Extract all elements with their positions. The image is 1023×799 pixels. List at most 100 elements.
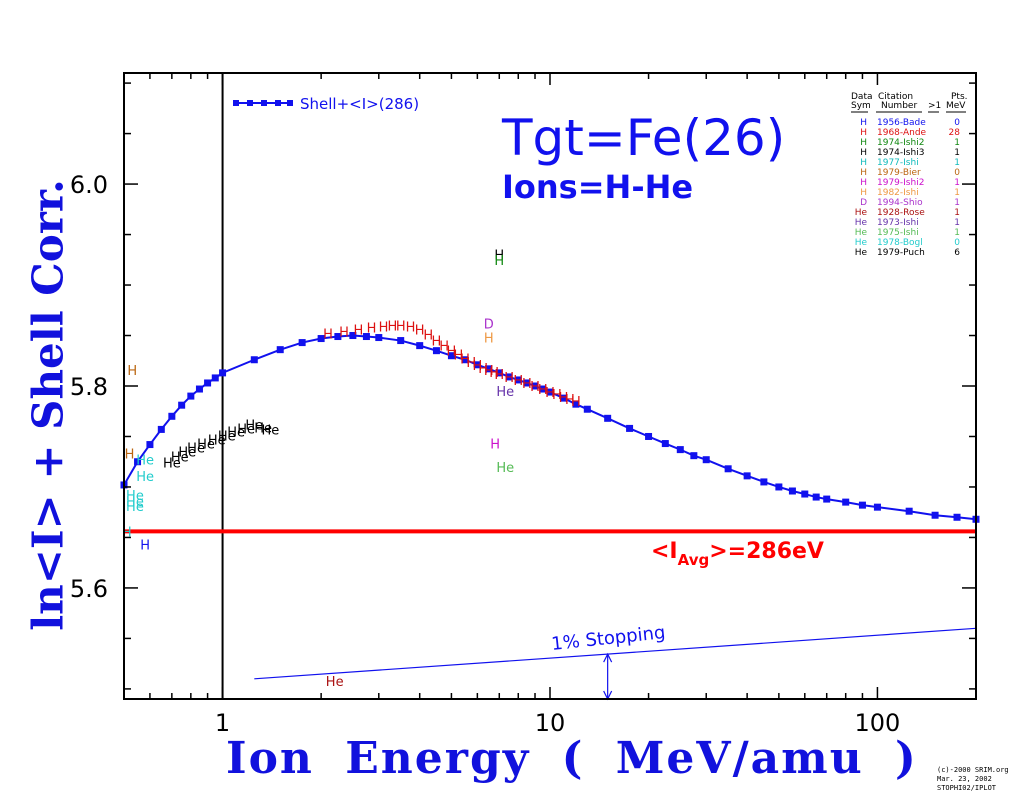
x-tick-label: 100 (855, 709, 901, 737)
data-point: H (538, 383, 548, 398)
legend-header: MeV (946, 101, 966, 111)
data-point: H (387, 319, 397, 334)
data-point: H (415, 323, 425, 338)
legend-series-marker (287, 100, 293, 106)
data-point: He (126, 495, 144, 510)
data-point: H (453, 349, 463, 364)
legend-row-symbol: He (855, 238, 868, 248)
data-point: H (367, 321, 377, 336)
shell-curve-marker (560, 394, 568, 402)
data-point: H (423, 329, 433, 344)
legend-row-citation: 1994-Shio (877, 198, 923, 208)
data-point: H (432, 335, 442, 350)
shell-curve-marker (204, 379, 212, 387)
legend-header: Data (851, 92, 873, 102)
shell-curve-marker (812, 493, 820, 501)
y-tick-label: 6.0 (70, 171, 108, 199)
legend-series-marker (261, 100, 267, 106)
shell-curve-marker (531, 382, 539, 390)
legend-series-marker (233, 100, 239, 106)
data-point: H (439, 340, 449, 355)
shell-curve-marker (775, 483, 783, 491)
shell-curve-marker (334, 333, 342, 341)
legend-series-marker (275, 100, 281, 106)
legend-row-citation: 1973-Ishi (877, 218, 919, 228)
legend-row-points: 1 (954, 188, 960, 198)
shell-curve-marker (298, 339, 306, 347)
data-point: He (187, 442, 205, 457)
shell-curve-marker (447, 352, 455, 360)
legend-row-symbol: He (855, 228, 868, 238)
data-point: H (354, 323, 364, 338)
data-point: H (530, 380, 540, 395)
shell-curve-marker (676, 446, 684, 454)
i-avg-label-subscript: Avg (678, 551, 710, 569)
data-point: H (127, 364, 137, 379)
annotations: Tgt=Fe(26)Ions=H-He <IAvg>=286eV 1% Stoppi… (501, 109, 824, 701)
legend-row-symbol: H (860, 118, 867, 128)
shell-curve-marker (546, 388, 554, 396)
y-tick-label: 5.6 (70, 575, 108, 603)
shell-curve-marker (505, 373, 513, 381)
data-point: H (323, 327, 333, 342)
shell-curve-line (123, 334, 977, 521)
legend-row-symbol: H (860, 138, 867, 148)
shell-curve-marker (953, 513, 961, 521)
legend-row-points: 1 (954, 138, 960, 148)
data-point: H (513, 374, 523, 389)
shell-curve-marker (349, 332, 357, 340)
shell-curve-marker (362, 333, 370, 341)
y-tick-label: 5.8 (70, 373, 108, 401)
data-point: H (559, 391, 569, 406)
shell-curve-marker (823, 495, 831, 503)
shell-curve-marker (690, 452, 698, 460)
chart-subtitle: Ions=H-He (502, 168, 693, 206)
data-point: He (218, 429, 236, 444)
legend-row-symbol: He (855, 248, 868, 258)
data-point: H (447, 345, 457, 360)
legend-row-citation: 1975-Ishi (877, 228, 919, 238)
legend-series-marker (247, 100, 253, 106)
legend-row-citation: 1979-Puch (877, 248, 925, 258)
legend-header: Pts. (951, 92, 968, 102)
data-point: H (406, 320, 416, 335)
plot-frame (123, 72, 977, 700)
data-point: He (126, 500, 144, 515)
data-point: He (245, 418, 263, 433)
shell-curve-marker (416, 342, 424, 350)
x-tick-label: 1 (215, 709, 230, 737)
legend-row-points: 1 (954, 158, 960, 168)
legend-row-points: 1 (954, 208, 960, 218)
shell-curve-marker (788, 487, 796, 495)
legend-row-citation: 1928-Rose (877, 208, 925, 218)
legend-series-label: Shell+<I>(286) (300, 95, 419, 113)
data-point: He (197, 438, 215, 453)
data-point: H (552, 388, 562, 403)
data-point: H (494, 368, 504, 383)
shell-curve-marker (724, 465, 732, 473)
shell-curve-marker (317, 335, 325, 343)
shell-curve-marker (760, 478, 768, 486)
legend-row-points: 1 (954, 178, 960, 188)
legend-row-points: 1 (954, 148, 960, 158)
data-point: H (494, 249, 504, 264)
shell-curve-marker (661, 440, 669, 448)
data-point: H (122, 525, 132, 540)
shell-curve-marker (645, 432, 653, 440)
legend-row-symbol: H (860, 188, 867, 198)
shell-curve-marker (461, 356, 469, 364)
i-avg-label-value: >=286eV (709, 539, 824, 564)
i-avg-label-main: <I (651, 539, 678, 564)
credit-note: (c)-2000 SRIM.org Mar. 23, 2002 STOPHI02… (937, 766, 1009, 792)
shell-curve-marker (219, 369, 227, 377)
data-point: H (379, 320, 389, 335)
data-point: H (522, 377, 532, 392)
shell-curve-marker (842, 498, 850, 506)
shell-curve-marker (473, 361, 481, 369)
data-point: He (178, 446, 196, 461)
data-point: H (494, 254, 504, 269)
legend-row-symbol: He (855, 218, 868, 228)
data-point: He (326, 675, 344, 690)
